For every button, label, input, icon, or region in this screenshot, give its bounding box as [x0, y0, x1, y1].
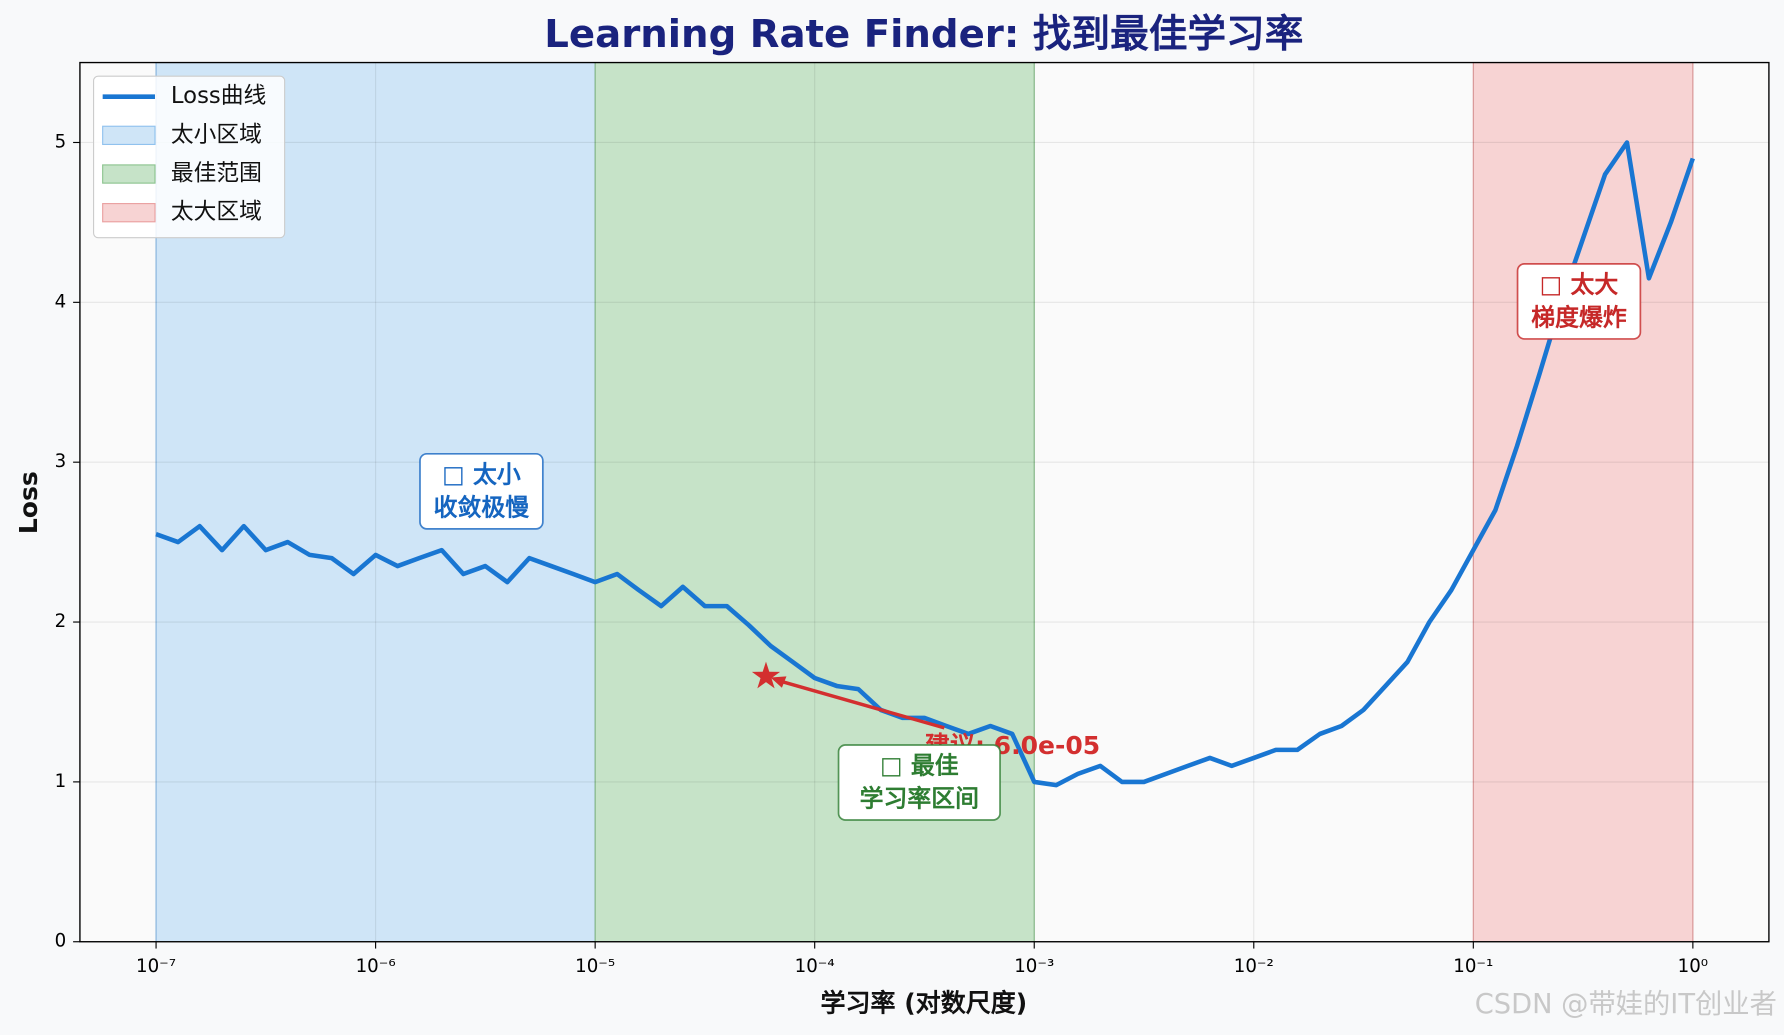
layer: 10⁻⁷ 10⁻⁶ 10⁻⁵ 10⁻⁴ 10⁻³ 10⁻² 10⁻¹ 10⁰012345建议:… [55, 61, 1770, 977]
legend-label: 最佳范围 [171, 161, 262, 187]
suggestion-arrow [779, 679, 945, 730]
plot-frame [79, 61, 1770, 943]
x-tick-label: 10⁻⁷ [136, 956, 176, 977]
legend-patch [102, 203, 156, 223]
y-tick-label: 1 [55, 771, 67, 792]
annotation-text: □ 太小 [442, 460, 521, 488]
y-tick-label: 0 [55, 931, 67, 952]
x-tick-label: 10⁻³ [1014, 956, 1054, 977]
legend-label: Loss曲线 [171, 83, 266, 109]
annotation-text: 学习率区间 [860, 785, 979, 813]
best-lr-star [751, 661, 781, 689]
chart-title: Learning Rate Finder: 找到最佳学习率 [544, 12, 1303, 57]
x-tick-label: 10⁻⁶ [356, 956, 396, 977]
y-tick-label: 3 [55, 451, 67, 472]
legend-label: 太大区域 [171, 199, 262, 225]
legend-label: 太小区域 [171, 122, 262, 148]
x-tick-label: 10⁰ [1678, 956, 1708, 977]
region-span [1473, 62, 1693, 942]
x-tick-label: 10⁻⁵ [575, 956, 615, 977]
legend-box [93, 75, 286, 239]
annotation-text: □ 太大 [1540, 270, 1619, 298]
y-tick-label: 4 [55, 291, 67, 312]
annotation-box [1516, 263, 1642, 340]
x-tick-label: 10⁻⁴ [795, 956, 835, 977]
y-axis-label: Loss [14, 471, 43, 534]
arrow-head [770, 676, 787, 688]
annotation-text: 收敛极慢 [434, 493, 531, 521]
x-axis-label: 学习率 (对数尺度) [821, 988, 1028, 1017]
y-tick-label: 5 [55, 131, 67, 152]
x-tick-label: 10⁻¹ [1453, 956, 1493, 977]
x-tick-label: 10⁻² [1234, 956, 1274, 977]
legend-patch [102, 125, 156, 146]
annotation-box [419, 452, 544, 530]
y-tick-label: 2 [55, 611, 67, 632]
annotation-box [837, 744, 1001, 821]
loss-line [155, 140, 1695, 788]
annotation-text: □ 最佳 [880, 752, 959, 780]
legend-patch [102, 164, 156, 184]
annotation-text: 梯度爆炸 [1531, 303, 1627, 331]
watermark: CSDN @带娃的IT创业者 [1475, 989, 1777, 1020]
